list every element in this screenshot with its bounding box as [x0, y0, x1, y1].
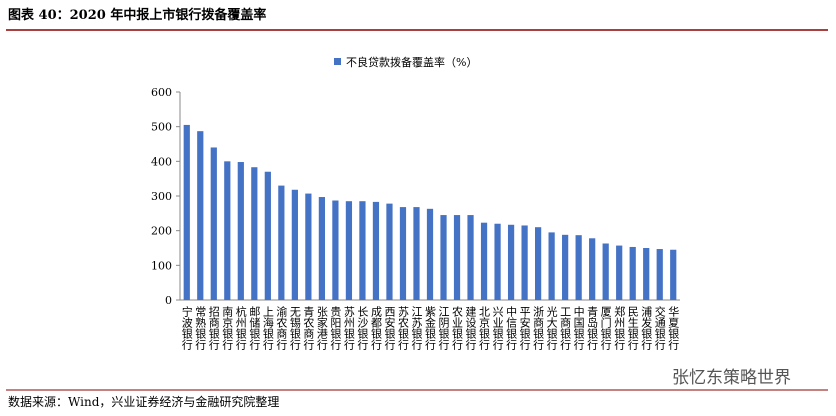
x-tick-label: 渝农商行: [275, 305, 288, 351]
bar: [359, 201, 366, 300]
x-tick-label: 宁波银行: [180, 305, 193, 351]
y-tick-label: 200: [151, 225, 172, 238]
bar: [535, 227, 542, 300]
x-tick-label: 厦门银行: [599, 306, 612, 351]
bar: [548, 232, 555, 300]
bar: [210, 147, 217, 300]
bar: [507, 224, 515, 300]
bar: [467, 215, 474, 300]
x-tick-label: 浙商银行: [532, 306, 545, 351]
x-tick-label: 江阴银行: [437, 306, 450, 351]
x-tick-label: 青岛银行: [586, 306, 599, 351]
bar: [305, 193, 312, 300]
x-tick-label: 兴业银行: [491, 306, 504, 351]
bar: [643, 248, 650, 300]
x-tick-label: 苏农银行: [396, 306, 409, 351]
x-tick-label: 张家港行: [315, 306, 328, 351]
y-tick-label: 600: [151, 86, 172, 99]
bar: [291, 189, 298, 300]
x-tick-label: 民生银行: [626, 306, 639, 351]
x-tick-label: 南京银行: [221, 306, 234, 351]
x-tick-label: 浦发银行: [640, 306, 653, 351]
bar: [372, 201, 380, 300]
bar: [494, 223, 501, 300]
x-tick-label: 常熟银行: [194, 306, 207, 351]
bar: [575, 235, 582, 300]
x-tick-label: 北京银行: [478, 306, 491, 351]
watermark: 张忆东策略世界: [672, 368, 791, 388]
x-tick-label: 成都银行: [369, 306, 382, 351]
source: 数据来源：Wind，兴业证券经济与金融研究院整理: [8, 394, 279, 409]
x-tick-label: 华夏银行: [667, 305, 680, 351]
x-tick-label: 平安银行: [518, 306, 531, 351]
bar: [521, 225, 528, 300]
bar: [440, 215, 447, 300]
y-tick-label: 300: [151, 190, 172, 203]
x-tick-label: 西安银行: [383, 306, 396, 351]
x-tick-label: 江苏银行: [410, 306, 423, 351]
x-tick-label: 建设银行: [464, 305, 477, 351]
y-tick-label: 500: [151, 121, 172, 134]
x-tick-label: 光大银行: [545, 305, 558, 351]
legend-label: 不良贷款拨备覆盖率（%）: [346, 55, 477, 69]
bar: [224, 161, 231, 300]
bar: [602, 243, 609, 300]
bar: [426, 208, 434, 300]
bar: [237, 162, 244, 300]
bar: [251, 167, 258, 300]
x-tick-label: 招商银行: [207, 305, 220, 351]
x-tick-label: 工商银行: [559, 306, 572, 351]
x-tick-label: 交通银行: [653, 305, 666, 351]
bar: [480, 222, 488, 300]
bar: [399, 207, 407, 300]
bar: [197, 131, 204, 300]
bar: [183, 124, 190, 300]
y-tick-label: 100: [151, 259, 172, 272]
x-tick-label: 青农商行: [302, 306, 315, 351]
chart-title: 图表 40：2020 年中报上市银行拨备覆盖率: [8, 7, 266, 23]
bar: [589, 238, 596, 300]
x-tick-label: 苏州银行: [342, 306, 355, 351]
x-tick-label: 杭州银行: [234, 305, 247, 351]
x-tick-label: 邮储银行: [248, 306, 261, 351]
x-tick-label: 郑州银行: [613, 305, 626, 351]
bar: [386, 203, 393, 300]
x-tick-label: 长沙银行: [356, 306, 369, 351]
bar: [656, 249, 663, 300]
bar: [345, 201, 353, 300]
x-tick-label: 农业银行: [451, 305, 464, 351]
x-tick-label: 中国银行: [572, 306, 585, 351]
x-tick-label: 上海银行: [261, 306, 274, 351]
legend-swatch: [334, 58, 341, 65]
bar: [413, 207, 420, 300]
bar: [629, 246, 636, 300]
x-tick-label: 中信银行: [505, 306, 518, 351]
x-tick-label: 紫金银行: [424, 306, 437, 351]
y-tick-label: 0: [165, 294, 172, 307]
x-tick-label: 贵阳银行: [329, 306, 342, 351]
bar: [562, 234, 569, 300]
bar: [332, 200, 339, 300]
x-tick-label: 无锡银行: [288, 306, 301, 351]
bar: [670, 249, 677, 300]
bar: [453, 215, 461, 300]
bar: [318, 197, 325, 300]
bar: [278, 185, 285, 300]
y-tick-label: 400: [151, 155, 172, 168]
bar: [264, 171, 271, 300]
bar: [616, 245, 623, 300]
